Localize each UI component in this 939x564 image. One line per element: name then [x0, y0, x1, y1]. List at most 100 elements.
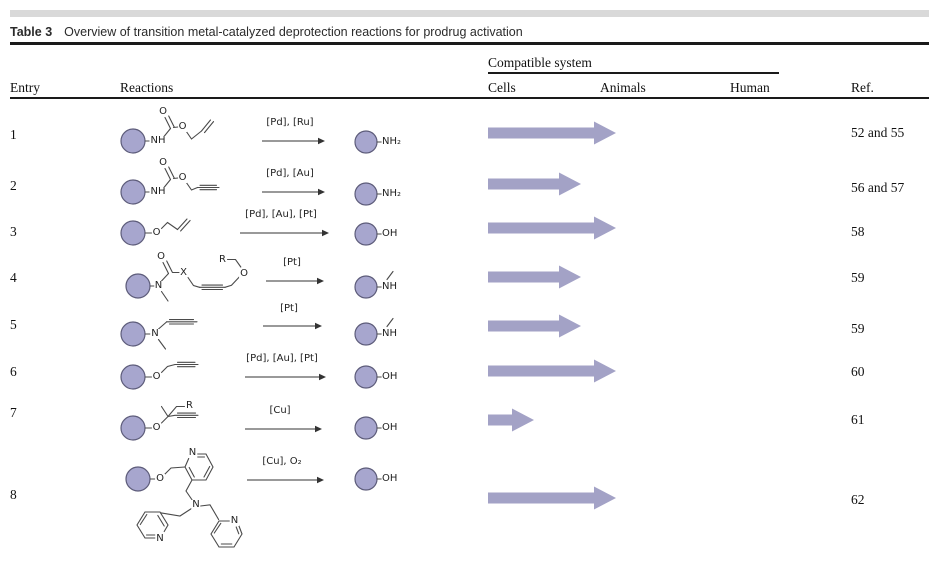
compat-arrow-5: [488, 314, 581, 338]
atom-label-o: O: [177, 121, 188, 132]
atom-label-r: R: [185, 399, 194, 411]
entry-4: 4: [10, 270, 17, 285]
substrate-structure-2: [120, 166, 220, 205]
rule-top: [10, 42, 929, 45]
top-divider-bar: [10, 10, 929, 17]
caption-text: Overview of transition metal-catalyzed d…: [64, 25, 523, 39]
drug-sphere: [354, 416, 378, 440]
table-label: Table 3: [10, 25, 53, 39]
atom-label-n: N: [191, 499, 201, 510]
header-compatible-system: Compatible system: [488, 55, 592, 70]
product-structure-7: [354, 416, 382, 440]
drug-sphere: [354, 130, 378, 154]
substrate-structure-5: [120, 319, 198, 350]
catalyst-label-3: [Pd], [Au], [Pt]: [245, 209, 317, 220]
atom-label-n: N: [187, 447, 198, 458]
catalyst-label-6: [Pd], [Au], [Pt]: [246, 353, 318, 364]
substrate-structure-4: [125, 258, 242, 302]
header-animals: Animals: [600, 80, 646, 95]
product-label-5: NH: [382, 328, 397, 339]
atom-label-n: N: [229, 514, 240, 526]
atom-label-o: O: [156, 251, 166, 262]
drug-sphere: [120, 179, 146, 205]
substrate-structure-6: [120, 361, 199, 390]
substrate-structure-8: [125, 453, 243, 548]
reaction-arrow-2: [262, 188, 325, 196]
compat-arrow-6: [488, 359, 616, 383]
product-structure-1: [354, 130, 382, 154]
drug-sphere: [120, 415, 146, 441]
drug-sphere: [120, 220, 146, 246]
drug-sphere: [120, 321, 146, 347]
atom-label-nh: NH: [149, 186, 167, 197]
entry-3: 3: [10, 224, 17, 239]
product-label-4: NH: [382, 281, 397, 292]
atom-label-o: O: [158, 157, 168, 168]
entry-2: 2: [10, 178, 17, 193]
product-structure-4: [354, 270, 394, 299]
ref-3: 58: [851, 224, 865, 239]
entry-8: 8: [10, 487, 17, 502]
catalyst-label-7: [Cu]: [269, 405, 291, 416]
ref-6: 60: [851, 364, 865, 379]
product-structure-6: [354, 365, 382, 389]
compat-arrow-1: [488, 121, 616, 145]
drug-sphere: [354, 275, 378, 299]
substrate-structure-1: [120, 115, 215, 154]
product-structure-3: [354, 222, 382, 246]
catalyst-label-1: [Pd], [Ru]: [266, 117, 314, 128]
ref-2: 56 and 57: [851, 180, 905, 195]
drug-sphere: [120, 128, 146, 154]
product-structure-5: [354, 317, 394, 346]
product-label-7: OH: [382, 422, 398, 433]
compat-arrow-8: [488, 486, 616, 510]
rule-header-bottom: [10, 96, 929, 99]
atom-label-o: O: [239, 267, 249, 279]
compat-arrow-3: [488, 216, 616, 240]
atom-label-n: N: [153, 280, 164, 291]
product-structure-8: [354, 467, 382, 491]
drug-sphere: [354, 222, 378, 246]
ref-7: 61: [851, 412, 865, 427]
atom-label-x: X: [179, 266, 188, 278]
compatible-system-underline: [488, 72, 779, 74]
compat-arrow-4: [488, 265, 581, 289]
atom-label-o: O: [151, 422, 162, 433]
header-human: Human: [730, 80, 770, 95]
atom-label-o: O: [155, 473, 165, 484]
reaction-arrow-4: [266, 277, 324, 285]
drug-sphere: [125, 273, 151, 299]
atom-label-n: N: [155, 532, 165, 544]
substrate-structure-7: [120, 405, 199, 441]
header-entry: Entry: [10, 80, 40, 95]
ref-4: 59: [851, 270, 865, 285]
reaction-arrow-7: [245, 425, 322, 433]
reaction-arrow-5: [263, 322, 322, 330]
catalyst-label-8: [Cu], O₂: [262, 456, 302, 467]
header-reactions: Reactions: [120, 80, 174, 95]
ref-8: 62: [851, 492, 865, 507]
catalyst-label-2: [Pd], [Au]: [266, 168, 314, 179]
compat-arrow-7: [488, 408, 534, 432]
header-cells: Cells: [488, 80, 516, 95]
reaction-arrow-6: [245, 373, 326, 381]
reaction-arrow-8: [247, 476, 324, 484]
compat-arrow-2: [488, 172, 581, 196]
drug-sphere: [354, 467, 378, 491]
atom-label-nh: NH: [149, 135, 167, 146]
catalyst-label-4: [Pt]: [283, 257, 301, 268]
reaction-arrow-3: [240, 229, 329, 237]
atom-label-o: O: [177, 172, 188, 183]
ref-5: 59: [851, 321, 865, 336]
ref-1: 52 and 55: [851, 125, 905, 140]
entry-6: 6: [10, 364, 17, 379]
header-ref: Ref.: [851, 80, 874, 95]
catalyst-label-5: [Pt]: [280, 303, 298, 314]
product-label-8: OH: [382, 473, 398, 484]
product-label-1: NH₂: [382, 136, 402, 147]
table-caption: Table 3 Overview of transition metal-cata…: [10, 25, 523, 39]
entry-1: 1: [10, 127, 17, 142]
atom-label-n: N: [150, 328, 160, 339]
